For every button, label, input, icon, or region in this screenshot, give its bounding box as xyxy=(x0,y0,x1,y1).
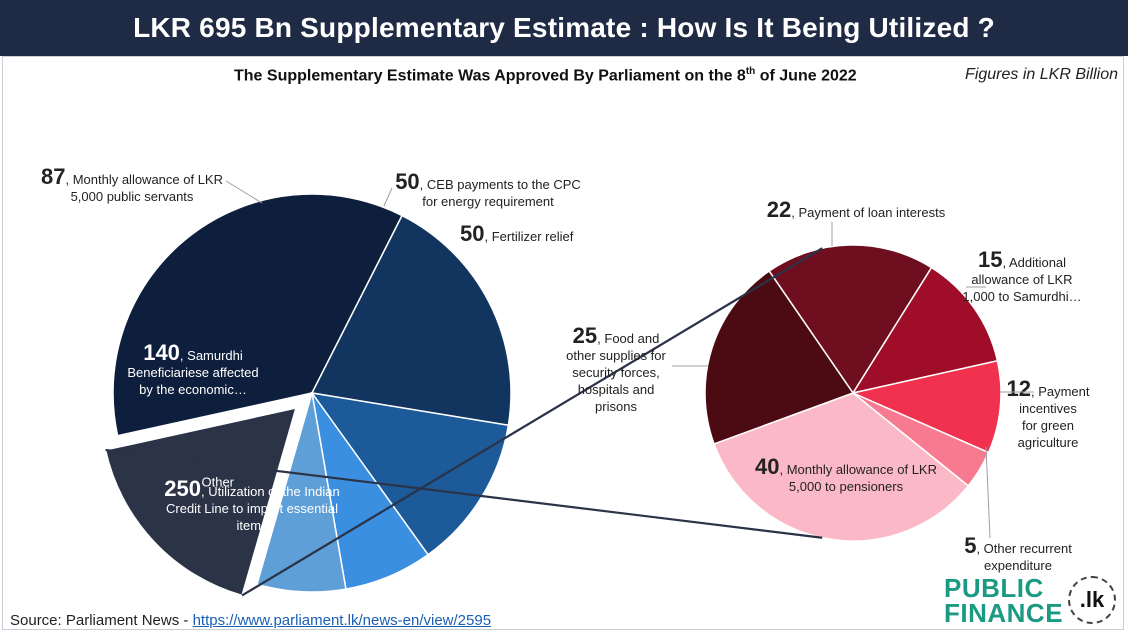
connector-line-bottom xyxy=(105,448,823,539)
slice-label-line: 1,000 to Samurdhi… xyxy=(962,289,1081,304)
logo-wordmark: PUBLIC FINANCE xyxy=(944,573,1064,628)
slice-value: 50 xyxy=(395,169,419,194)
slice-label-line: 5,000 public servants xyxy=(71,189,194,204)
slice-label-line: Credit Line to import essential xyxy=(166,501,338,516)
leader-main-3 xyxy=(383,187,393,207)
page-title: LKR 695 Bn Supplementary Estimate : How … xyxy=(0,0,1128,56)
slice-value: 40 xyxy=(755,454,779,479)
slice-label-line: 140, Samurdhi xyxy=(143,340,243,365)
slice-label-line: 12, Payment xyxy=(1006,376,1089,401)
sub-pie-slice-0 xyxy=(768,244,933,395)
slice-value: 5 xyxy=(964,533,976,558)
slice-label-line: 87, Monthly allowance of LKR xyxy=(41,164,223,189)
leader-sub-3 xyxy=(985,446,991,539)
main-pie-slice-4 xyxy=(256,392,347,593)
main-pie-slice-1 xyxy=(310,214,512,427)
connector-line-top xyxy=(241,247,823,597)
slice-label-line: incentives xyxy=(1019,401,1077,416)
slice-label-line: 25, Food and xyxy=(573,323,660,348)
sub-pie-slice-1 xyxy=(851,266,999,395)
slice-label-line: for green xyxy=(1022,418,1074,433)
main-pie-slice-0 xyxy=(112,193,404,437)
label-main-other: Other xyxy=(201,474,234,489)
source-label: Source: Parliament News - xyxy=(10,612,193,629)
slice-label-line: 5, Other recurrent xyxy=(964,533,1072,558)
slice-value: 250 xyxy=(164,476,201,501)
slice-value: 87 xyxy=(41,164,65,189)
logo-badge: .lk xyxy=(1068,576,1116,624)
slice-value: 25 xyxy=(573,323,597,348)
label-main-4: 50, Fertilizer relief xyxy=(460,221,574,246)
slice-label-line: prisons xyxy=(595,399,637,414)
public-finance-logo: PUBLIC FINANCE .lk xyxy=(944,573,1124,630)
slice-label-line: items xyxy=(236,518,268,533)
slice-label-line: security forces, xyxy=(572,365,659,380)
sub-pie-slice-2 xyxy=(850,359,1002,454)
sub-pie-slice-5 xyxy=(704,269,855,445)
slice-label-line: allowance of LKR xyxy=(971,272,1072,287)
sub-pie-slice-4 xyxy=(713,392,970,542)
slice-label-line: 250, Utilization of the Indian xyxy=(164,476,339,501)
source-note: Source: Parliament News - https://www.pa… xyxy=(10,612,491,629)
slice-label-line: Beneficiariese affected xyxy=(127,365,258,380)
slice-label-line: hospitals and xyxy=(578,382,655,397)
slice-label-line: 15, Additional xyxy=(978,247,1066,272)
slice-label-line: agriculture xyxy=(1018,435,1079,450)
slice-value: 140 xyxy=(143,340,180,365)
label-sub-0: 22, Payment of loan interests xyxy=(767,197,946,222)
chart-frame xyxy=(2,56,1124,630)
slice-label-line: for energy requirement xyxy=(422,194,554,209)
slice-value: 12 xyxy=(1006,376,1030,401)
slice-value: 15 xyxy=(978,247,1002,272)
slice-value: 50 xyxy=(460,221,484,246)
leader-main-2 xyxy=(225,180,263,204)
slice-label-line: expenditure xyxy=(984,558,1052,573)
slice-value: 22 xyxy=(767,197,791,222)
slice-label-line: 50, Fertilizer relief xyxy=(460,221,574,246)
units-note: Figures in LKR Billion xyxy=(965,66,1118,83)
slice-label-line: 5,000 to pensioners xyxy=(789,479,904,494)
slice-label-line: other supplies for xyxy=(566,348,666,363)
slice-label-line: 40, Monthly allowance of LKR xyxy=(755,454,937,479)
slice-label-line: 50, CEB payments to the CPC xyxy=(395,169,581,194)
slice-label-line: by the economic… xyxy=(139,382,247,397)
source-link[interactable]: https://www.parliament.lk/news-en/view/2… xyxy=(192,612,492,629)
slice-label-line: 22, Payment of loan interests xyxy=(767,197,946,222)
chart-subtitle: The Supplementary Estimate Was Approved … xyxy=(234,66,857,85)
